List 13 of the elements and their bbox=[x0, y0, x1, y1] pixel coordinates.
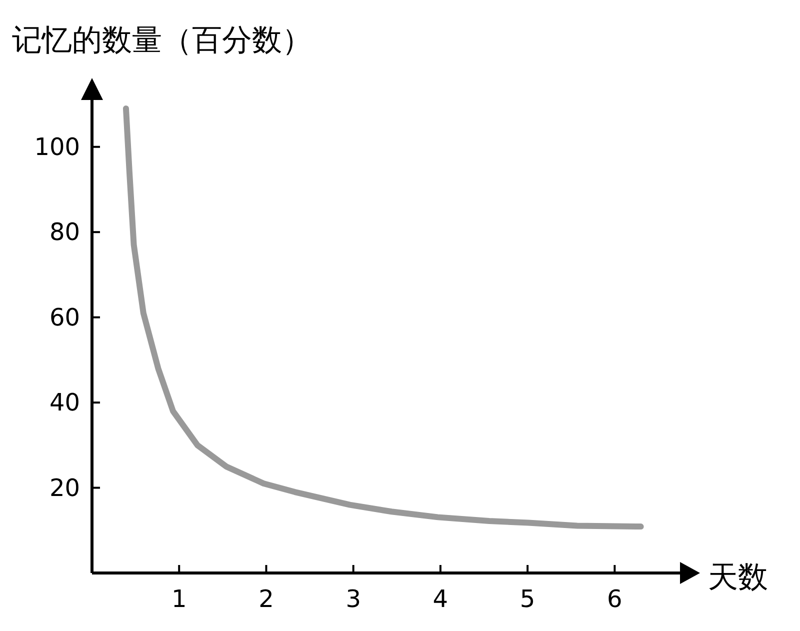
y-tick-label: 20 bbox=[49, 474, 80, 502]
x-tick-label: 2 bbox=[258, 585, 274, 613]
y-tick-label: 40 bbox=[49, 388, 80, 417]
x-tick-label: 3 bbox=[346, 585, 361, 613]
x-tick-label: 4 bbox=[432, 585, 448, 613]
x-tick-label: 5 bbox=[520, 585, 536, 613]
x-tick-label: 1 bbox=[171, 585, 187, 613]
y-axis-title: 记忆的数量（百分数） bbox=[12, 23, 312, 58]
x-tick-label: 6 bbox=[607, 585, 622, 613]
y-tick-label: 100 bbox=[34, 132, 80, 161]
x-axis-title: 天数 bbox=[708, 560, 768, 595]
y-tick-label: 80 bbox=[49, 218, 80, 246]
y-tick-label: 60 bbox=[49, 303, 80, 332]
